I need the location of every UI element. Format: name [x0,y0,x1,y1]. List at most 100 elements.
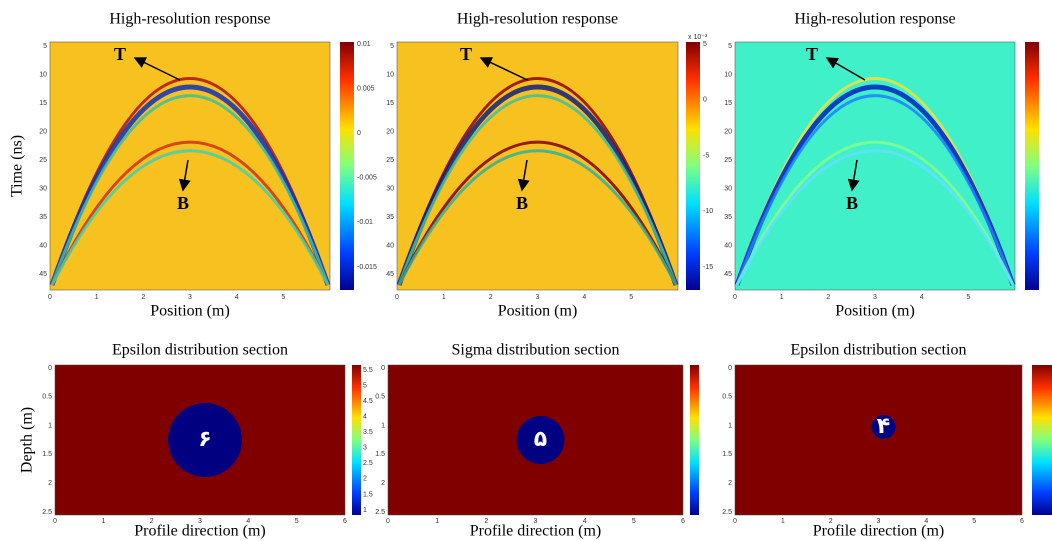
x-tick-label: 2 [484,518,488,525]
image [396,41,679,291]
y-tick-label: 0.5 [722,394,732,401]
x-tick-label: 4 [246,518,250,525]
panel-title: High-resolution response [109,11,270,28]
y-tick-label: 5 [728,43,732,50]
panel-title: Epsilon distribution section [112,342,288,359]
x-tick-label: 4 [920,294,924,301]
y-tick-label: 2 [728,480,732,487]
y-tick-label: 45 [39,271,47,278]
x-tick-label: 0 [733,518,737,525]
x-tick-label: 4 [235,294,239,301]
x-tick-label: 0 [53,518,57,525]
y-tick-label: 0 [48,365,52,372]
x-tick-label: 5 [295,518,299,525]
y-tick-label: 40 [724,242,732,249]
y-axis-label: Depth (m) [19,407,36,473]
object [516,416,565,464]
y-tick-label: 20 [39,128,47,135]
y-tick-label: 0.5 [42,394,52,401]
y-tick-label: 2 [48,480,52,487]
colorbar-tick-label: -10 [703,208,713,215]
x-axis-label: Position (m) [150,303,230,320]
colorbar-tick-label: 1.5 [363,491,373,498]
annotation: T [806,44,818,64]
arrow [178,159,191,192]
y-tick-label: 25 [724,157,732,164]
colorbar [1032,365,1052,515]
colorbar [340,42,354,290]
y-tick-label: 10 [386,71,394,78]
x-tick-label: 2 [489,294,493,301]
colorbar-tick-label: -0.015 [357,264,377,271]
y-tick-label: 20 [724,128,732,135]
x-axis-label: Position (m) [498,303,578,320]
x-tick-label: 1 [442,294,446,301]
y-tick-label: 2.5 [42,509,52,516]
hyperbola [397,149,678,286]
x-tick-label: 1 [435,518,439,525]
y-tick-label: 0 [381,365,385,372]
y-tick-label: 30 [724,185,732,192]
y-tick-label: 1 [728,422,732,429]
x-tick-label: 5 [972,518,976,525]
colorbar-tick-label: 5.5 [363,367,373,374]
y-tick-label: 1 [381,422,385,429]
y-tick-label: 20 [386,128,394,135]
x-tick-label: 1 [781,518,785,525]
x-tick-label: 3 [536,294,540,301]
x-tick-label: 6 [343,518,347,525]
y-tick-label: 10 [39,71,47,78]
x-tick-label: 5 [632,518,636,525]
image [734,41,1016,291]
x-tick-label: 4 [583,518,587,525]
y-tick-label: 35 [39,214,47,221]
y-tick-label: 45 [724,271,732,278]
hyperbola [397,140,678,286]
hyperbola [50,94,330,286]
x-axis-label: Profile direction (m) [813,523,945,540]
x-tick-label: 3 [534,518,538,525]
y-tick-label: 1.5 [375,451,385,458]
image [734,364,1023,516]
panel-title: High-resolution response [794,11,955,28]
y-tick-label: 30 [386,185,394,192]
x-tick-label: 4 [582,294,586,301]
colorbar-tick-label: 3 [363,445,367,452]
arrow [825,57,866,81]
annotation: B [177,193,189,213]
y-tick-label: 25 [39,157,47,164]
colorbar-tick-label: 5 [363,382,367,389]
x-tick-label: 0 [395,294,399,301]
y-tick-label: 0.5 [375,394,385,401]
colorbar-tick-label: 2 [363,476,367,483]
colorbar [690,365,699,515]
object [168,403,242,477]
colorbar-tick-label: 0.005 [357,85,375,92]
x-tick-label: 5 [281,294,285,301]
colorbar [1025,42,1039,290]
arrow [517,159,530,192]
colorbar-tick-label: 5 [703,41,707,48]
colorbar-tick-label: -0.005 [357,175,377,182]
x-tick-label: 6 [1020,518,1024,525]
colorbar-tick-label: 0 [357,130,361,137]
x-axis-label: Profile direction (m) [134,523,266,540]
object [871,415,896,439]
x-tick-label: 2 [829,518,833,525]
panel-title: Epsilon distribution section [791,342,967,359]
x-tick-label: 3 [198,518,202,525]
colorbar-tick-label: -5 [703,152,709,159]
x-tick-label: 3 [873,294,877,301]
x-tick-label: 2 [826,294,830,301]
y-tick-label: 40 [39,242,47,249]
panel-title: High-resolution response [457,11,618,28]
hyperbola [50,149,330,286]
x-tick-label: 6 [681,518,685,525]
x-tick-label: 2 [150,518,154,525]
colorbar [686,42,700,290]
x-tick-label: 1 [95,294,99,301]
x-tick-label: 3 [188,294,192,301]
hyperbola [734,84,1016,286]
y-tick-label: 1.5 [722,451,732,458]
